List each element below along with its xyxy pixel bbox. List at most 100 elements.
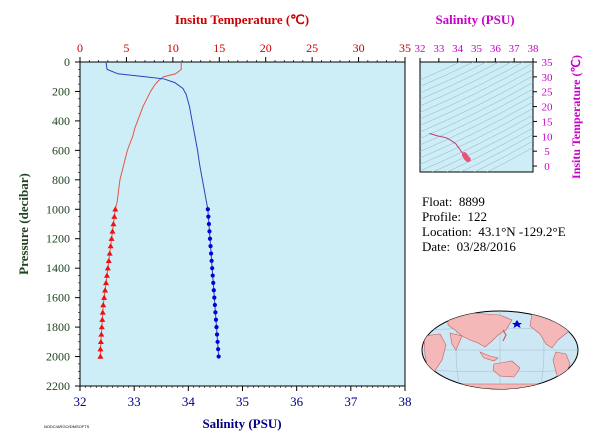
density-contour bbox=[420, 62, 533, 120]
pressure-axis: 0 200 400 600 800 1000 1200 1400 1600 1800 2000 220… bbox=[46, 55, 80, 393]
density-contour bbox=[420, 108, 533, 165]
temperature-point bbox=[97, 338, 104, 345]
pressure-axis-label: Pressure (decibar) bbox=[16, 173, 31, 275]
density-contours bbox=[420, 62, 533, 172]
pressure-tick-label: 1800 bbox=[46, 320, 70, 334]
temperature-point bbox=[107, 243, 114, 249]
date-label: Date: bbox=[422, 239, 451, 254]
temperature-series bbox=[97, 62, 182, 359]
temperature-axis: 0 5 10 15 20 25 30 35 bbox=[77, 41, 411, 62]
salinity-tick-label: 34 bbox=[182, 394, 196, 409]
salinity-point bbox=[211, 288, 216, 293]
salinity-point bbox=[212, 295, 217, 300]
ts-temperature-tick-label: 0 bbox=[544, 161, 550, 173]
temperature-line bbox=[114, 62, 182, 210]
ts-plot-area bbox=[419, 61, 534, 173]
temperature-tick-label: 10 bbox=[167, 41, 179, 55]
salinity-point bbox=[210, 266, 215, 271]
temperature-point bbox=[99, 316, 106, 322]
salinity-tick-label: 33 bbox=[128, 394, 141, 409]
temperature-tick-label: 30 bbox=[353, 41, 365, 55]
salinity-point bbox=[207, 236, 213, 241]
density-contour bbox=[420, 88, 533, 146]
temperature-point bbox=[98, 331, 105, 337]
salinity-tick-label: 36 bbox=[290, 394, 304, 409]
plot-area bbox=[79, 61, 406, 387]
location-value: 43.1°N -129.2°E bbox=[478, 224, 566, 239]
pressure-tick-label: 800 bbox=[52, 173, 70, 187]
density-contour bbox=[420, 75, 533, 133]
temperature-point bbox=[97, 353, 104, 359]
temperature-tick-label: 35 bbox=[399, 41, 411, 55]
salinity-point bbox=[215, 339, 220, 344]
profile-label: Profile: bbox=[422, 209, 461, 224]
float-value: 8899 bbox=[458, 194, 485, 209]
temperature-tick-label: 15 bbox=[213, 41, 225, 55]
temperature-point bbox=[98, 324, 105, 330]
temperature-point bbox=[105, 257, 112, 264]
temperature-tick-label: 20 bbox=[260, 41, 272, 55]
pressure-tick-label: 600 bbox=[52, 143, 70, 157]
density-contour bbox=[420, 62, 524, 113]
salinity-point bbox=[216, 347, 221, 352]
ts-salinity-tick-label: 36 bbox=[490, 43, 502, 55]
ts-line bbox=[429, 132, 465, 156]
footer-code: NODC/ARGO/DMSOFTS bbox=[44, 424, 90, 429]
ts-temperature-tick-label: 10 bbox=[542, 131, 554, 143]
temperature-tick-label: 25 bbox=[306, 41, 318, 55]
map-land bbox=[422, 311, 578, 389]
pressure-tick-label: 2200 bbox=[46, 379, 70, 393]
pressure-tick-label: 1400 bbox=[46, 261, 70, 275]
salinity-point bbox=[214, 324, 219, 330]
ts-salinity-tick-label: 32 bbox=[415, 43, 426, 55]
pressure-tick-label: 400 bbox=[52, 114, 70, 128]
world-map bbox=[421, 310, 579, 390]
salinity-point bbox=[212, 302, 217, 308]
pressure-tick-label: 200 bbox=[52, 84, 70, 98]
density-contour bbox=[420, 101, 533, 159]
temperature-point bbox=[100, 302, 107, 308]
temperature-tick-label: 5 bbox=[123, 41, 129, 55]
salinity-point bbox=[210, 273, 215, 278]
temperature-point bbox=[111, 213, 118, 219]
salinity-tick-label: 35 bbox=[236, 394, 249, 409]
salinity-axis: 32 33 34 35 36 37 38 bbox=[74, 386, 412, 409]
density-contour bbox=[473, 140, 533, 172]
ts-salinity-tick-label: 34 bbox=[452, 43, 464, 55]
salinity-point bbox=[213, 310, 218, 315]
ts-salinity-tick-label: 35 bbox=[471, 43, 483, 55]
ts-inset: 32 33 34 35 36 37 38 0 5 10 15 20 25 30 35 Salinity (… bbox=[415, 12, 584, 179]
temperature-point bbox=[101, 294, 108, 300]
density-contour bbox=[420, 82, 533, 139]
salinity-series bbox=[105, 61, 221, 359]
ts-temperature-tick-label: 20 bbox=[542, 102, 554, 114]
ts-temperature-tick-label: 25 bbox=[542, 87, 554, 99]
salinity-point bbox=[216, 354, 221, 359]
pressure-tick-label: 0 bbox=[64, 55, 70, 69]
density-contour bbox=[420, 62, 488, 94]
density-contour bbox=[432, 121, 533, 172]
density-contour bbox=[420, 62, 461, 81]
temperature-tick-label: 0 bbox=[77, 41, 83, 55]
salinity-tick-label: 38 bbox=[399, 394, 412, 409]
ts-temperature-tick-label: 5 bbox=[544, 146, 550, 158]
salinity-point bbox=[206, 221, 212, 227]
density-contour bbox=[420, 69, 533, 126]
location-label: Location: bbox=[422, 224, 472, 239]
profile-plot: 0 5 10 15 20 25 30 35 32 33 34 35 36 37 38 0 200 400 600… bbox=[16, 12, 412, 431]
ts-temperature-axis-label: Insitu Temperature (℃) bbox=[569, 55, 583, 179]
temperature-point bbox=[109, 228, 116, 234]
ts-salinity-tick-label: 38 bbox=[528, 43, 540, 55]
salinity-point bbox=[208, 251, 214, 256]
float-location-marker bbox=[512, 320, 522, 328]
density-contour bbox=[486, 147, 533, 172]
ts-temperature-tick-label: 30 bbox=[542, 72, 554, 84]
density-contour bbox=[420, 62, 500, 100]
date-value: 03/28/2016 bbox=[456, 239, 516, 254]
temperature-axis-label: Insitu Temperature (℃) bbox=[175, 12, 309, 27]
location-row: Location: 43.1°N -129.2°E bbox=[422, 224, 566, 239]
pressure-tick-label: 1000 bbox=[46, 202, 70, 216]
salinity-point bbox=[207, 229, 212, 234]
temperature-point bbox=[97, 346, 104, 352]
